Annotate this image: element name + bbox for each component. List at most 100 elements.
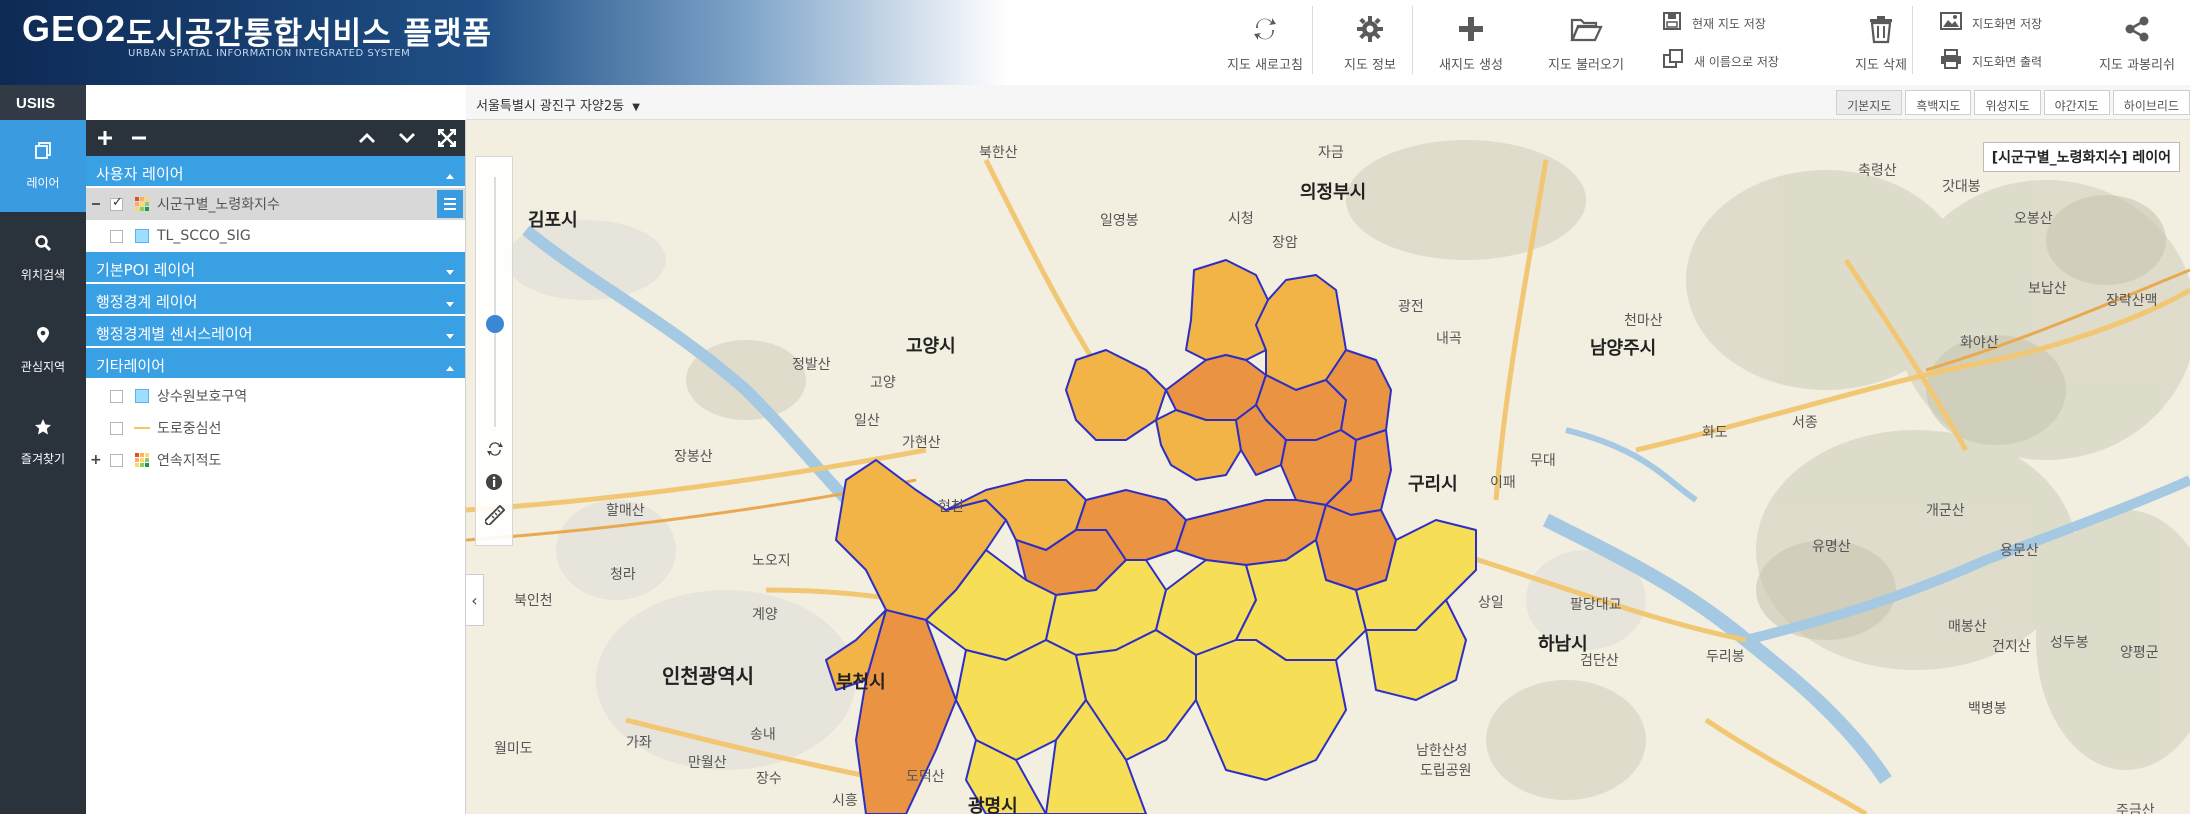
- nav-item-location-search[interactable]: 위치검색: [0, 212, 86, 304]
- expand-all-button[interactable]: [432, 123, 462, 153]
- map-label: 장수: [756, 771, 782, 787]
- layer-menu-button[interactable]: [437, 190, 463, 218]
- map-label: 일영봉: [1100, 213, 1139, 229]
- map-label: 하남시: [1538, 634, 1588, 655]
- tree-collapse-icon[interactable]: [92, 203, 100, 205]
- basemap-switcher: 기본지도 흑백지도 위성지도 야간지도 하이브리드: [1833, 90, 2190, 115]
- chevron-left-icon: ‹: [471, 590, 478, 610]
- location-selector[interactable]: 서울특별시 광진구 자양2동 ▼: [476, 99, 640, 114]
- layer-group-user[interactable]: 사용자 레이어: [86, 156, 465, 186]
- map-label: 정발산: [792, 357, 831, 373]
- map-label: 팔당대교: [1570, 597, 1622, 613]
- layer-name: TL_SCCO_SIG: [157, 228, 251, 244]
- map-background: [466, 140, 2190, 814]
- app-title: 도시공간통합서비스 플랫폼: [126, 16, 493, 52]
- map-label: 장락산맥: [2106, 293, 2158, 309]
- toolbar-divider: [1312, 6, 1313, 74]
- zoom-slider-handle[interactable]: [486, 315, 504, 333]
- map-label: 자금: [1318, 145, 1344, 161]
- layer-group-admin-boundary[interactable]: 행정경계 레이어: [86, 284, 465, 314]
- map-label: 장봉산: [674, 449, 713, 465]
- collapse-panel-button[interactable]: ‹: [466, 574, 484, 626]
- map-label: 고양: [870, 375, 896, 391]
- layer-checkbox[interactable]: [110, 389, 123, 403]
- nav-item-interest-area[interactable]: 관심지역: [0, 304, 86, 396]
- map-label: 오봉산: [2014, 211, 2053, 227]
- add-layer-button[interactable]: [90, 123, 120, 153]
- star-icon: [34, 418, 52, 440]
- layer-checkbox[interactable]: [110, 195, 123, 211]
- map-label: 성두봉: [2050, 635, 2089, 651]
- map-label: 할매산: [606, 503, 645, 519]
- map-info-button[interactable]: 지도 정보: [1320, 0, 1420, 85]
- layers-icon: [34, 141, 52, 164]
- share-icon: [2120, 12, 2154, 46]
- delete-map-button[interactable]: 지도 삭제: [1826, 0, 1936, 85]
- layer-checkbox[interactable]: [110, 421, 123, 435]
- zoom-track[interactable]: [494, 177, 496, 427]
- info-icon[interactable]: [485, 473, 505, 493]
- layer-checkbox[interactable]: [110, 453, 123, 467]
- basemap-hybrid-button[interactable]: 하이브리드: [2112, 90, 2190, 115]
- map-label: 시흥: [832, 793, 858, 809]
- save-screen-button[interactable]: 지도화면 저장: [1940, 4, 2080, 42]
- measure-ruler-icon[interactable]: [483, 504, 506, 527]
- refresh-icon: [1248, 12, 1282, 46]
- polygon-symbol-icon: [135, 229, 149, 243]
- map-label: 용문산: [2000, 543, 2039, 559]
- layer-group-census[interactable]: 행정경계별 센서스레이어: [86, 316, 465, 346]
- nav-item-layers[interactable]: 레이어: [0, 120, 86, 212]
- basemap-default-button[interactable]: 기본지도: [1836, 90, 1903, 115]
- nav-item-favorites[interactable]: 즐겨찾기: [0, 396, 86, 488]
- save-current-map-button[interactable]: 현재 지도 저장: [1662, 4, 1822, 42]
- layer-panel: 사용자 레이어 시군구별_노령화지수 TL_SCCO_SIG 기본POI 레이어…: [86, 120, 466, 814]
- basemap-grayscale-button[interactable]: 흑백지도: [1905, 90, 1972, 115]
- layer-group-basic-poi[interactable]: 기본POI 레이어: [86, 252, 465, 282]
- move-layer-up-button[interactable]: [352, 123, 382, 153]
- basemap-satellite-button[interactable]: 위성지도: [1974, 90, 2041, 115]
- layer-checkbox[interactable]: [110, 229, 123, 243]
- map-canvas[interactable]: 김포시 고양시 의정부시 남양주시 구리시 하남시 인천광역시 부천시 광명시 …: [466, 120, 2190, 814]
- search-icon: [34, 234, 52, 256]
- map-label: 일산: [854, 413, 880, 429]
- tree-expand-icon[interactable]: +: [90, 452, 102, 468]
- map-label: 현천: [938, 499, 964, 515]
- layer-group-etc[interactable]: 기타레이어: [86, 348, 465, 378]
- chevron-down-icon: [445, 294, 455, 312]
- map-label: 광명시: [968, 796, 1018, 814]
- side-nav: USIIS 레이어 위치검색 관심지역 즐겨찾기: [0, 85, 86, 814]
- map-label: 북인천: [514, 593, 553, 609]
- layer-name: 상수원보호구역: [157, 389, 248, 405]
- screen-group: 지도화면 저장 지도화면 출력: [1940, 0, 2080, 85]
- new-map-button[interactable]: 새지도 생성: [1416, 0, 1526, 85]
- print-screen-button[interactable]: 지도화면 출력: [1940, 42, 2080, 80]
- map-label: 부천시: [836, 672, 886, 693]
- map-label: 가좌: [626, 735, 652, 751]
- refresh-map-button[interactable]: 지도 새로고침: [1210, 0, 1320, 85]
- image-icon: [1940, 12, 1962, 34]
- move-layer-down-button[interactable]: [392, 123, 422, 153]
- map-label: 김포시: [528, 210, 578, 231]
- trash-icon: [1864, 12, 1898, 46]
- map-label: 송내: [750, 727, 776, 743]
- layer-row[interactable]: TL_SCCO_SIG: [86, 220, 465, 252]
- map-label: 서종: [1792, 415, 1818, 431]
- basemap-night-button[interactable]: 야간지도: [2043, 90, 2110, 115]
- map-label: 화도: [1702, 425, 1728, 441]
- map-label: 양평군: [2120, 645, 2159, 661]
- chevron-down-icon: [445, 262, 455, 280]
- save-as-button[interactable]: 새 이름으로 저장: [1662, 42, 1822, 80]
- layer-row[interactable]: 시군구별_노령화지수: [86, 188, 465, 220]
- layer-name: 도로중심선: [157, 421, 222, 437]
- map-label: 개군산: [1926, 503, 1965, 519]
- remove-layer-button[interactable]: [124, 123, 154, 153]
- layer-row[interactable]: 상수원보호구역: [86, 380, 465, 412]
- layer-row[interactable]: + 연속지적도: [86, 444, 465, 476]
- map-label: 두리봉: [1706, 649, 1745, 665]
- reset-view-icon[interactable]: [485, 439, 505, 459]
- share-map-button[interactable]: 지도 과봉리쉬: [2082, 0, 2190, 85]
- open-map-button[interactable]: 지도 불러오기: [1526, 0, 1646, 85]
- choropleth-layer[interactable]: [825, 259, 1477, 814]
- layer-row[interactable]: 도로중심선: [86, 412, 465, 444]
- map-label: 검단산: [1580, 653, 1619, 669]
